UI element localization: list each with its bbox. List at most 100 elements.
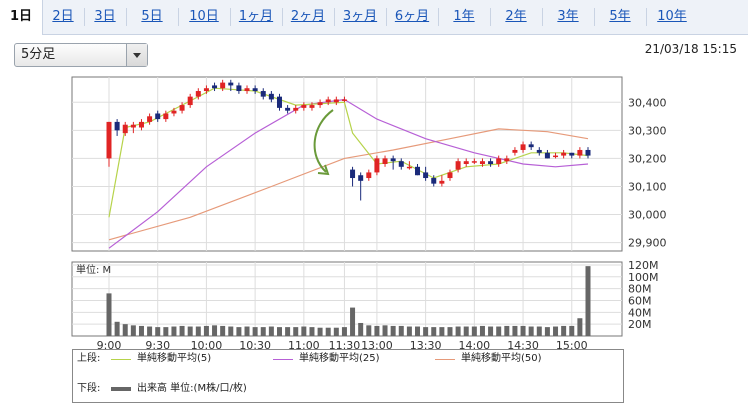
volume-bar (561, 325, 567, 336)
tab-9[interactable]: 6ヶ月 (394, 9, 430, 24)
candle-body (293, 107, 299, 111)
candle-body (285, 107, 291, 111)
volume-plot-frame (71, 261, 623, 337)
tab-separator (126, 8, 127, 26)
candle-body (147, 116, 153, 122)
tab-13[interactable]: 5年 (609, 9, 631, 24)
tab-separator (84, 8, 85, 26)
volume-bar (187, 326, 193, 336)
tab-14[interactable]: 10年 (657, 9, 687, 24)
candle-body (536, 149, 542, 153)
chevron-down-icon[interactable] (126, 44, 147, 66)
trend-arrow-head (317, 164, 330, 176)
candle-body (260, 91, 266, 97)
tab-10[interactable]: 1年 (453, 9, 475, 24)
volume-bar (496, 326, 502, 336)
volume-bar (325, 327, 331, 336)
ma-line-ma50 (108, 128, 589, 241)
volume-bar (471, 326, 477, 336)
volume-bar (293, 327, 299, 336)
legend-volume-label: 出来高 単位:(M株/口/枚) (137, 383, 247, 394)
candle-body (187, 96, 193, 106)
candle-body (114, 121, 120, 131)
tab-separator (230, 8, 231, 26)
candle-body (212, 85, 218, 89)
volume-bar (333, 327, 339, 336)
volume-bar (374, 325, 380, 336)
volume-bar (114, 321, 120, 336)
tab-5[interactable]: 10日 (189, 9, 219, 24)
candle-body (130, 124, 136, 128)
volume-bar (398, 325, 404, 336)
volume-bar (431, 327, 437, 336)
candle-body (244, 88, 250, 92)
volume-tick-label: 120M (628, 259, 659, 272)
price-tick-label: 30,200 (628, 152, 667, 165)
volume-bar (455, 326, 461, 336)
volume-bar (544, 327, 550, 336)
volume-bar (479, 325, 485, 336)
volume-tick-label: 20M (628, 318, 652, 331)
volume-bar (163, 327, 169, 336)
candle-body (423, 172, 429, 179)
candle-body (203, 88, 209, 92)
tab-8[interactable]: 3ヶ月 (342, 9, 378, 24)
candle-body (341, 99, 347, 101)
candle-body (471, 161, 477, 163)
candle-body (236, 85, 242, 92)
candle-body (406, 166, 412, 169)
tab-4[interactable]: 5日 (141, 9, 163, 24)
candle-body (561, 152, 567, 156)
candle-body (512, 149, 518, 153)
volume-bar (252, 327, 258, 336)
volume-bar (138, 325, 144, 336)
tab-7[interactable]: 2ヶ月 (290, 9, 326, 24)
volume-bar (447, 327, 453, 336)
tab-separator (646, 8, 647, 26)
volume-unit-label: 単位: M (76, 263, 111, 276)
candle-body (228, 82, 234, 86)
volume-bar (220, 325, 226, 336)
volume-bar (585, 266, 591, 336)
candle-body (447, 172, 453, 179)
candle-body (415, 166, 421, 176)
volume-bar (569, 325, 575, 336)
volume-bar (171, 326, 177, 336)
volume-bar (358, 322, 364, 336)
candle-body (195, 91, 201, 97)
volume-bar (463, 326, 469, 336)
trend-arrow (313, 109, 334, 173)
volume-tick-label: 100M (628, 271, 659, 284)
price-plot-frame (71, 76, 623, 252)
volume-bar (122, 324, 128, 336)
candle-body (520, 144, 526, 150)
candle-body (268, 93, 274, 100)
legend-ma5-swatch (111, 352, 131, 366)
candle-body (350, 169, 356, 179)
tab-12[interactable]: 3年 (557, 9, 579, 24)
tab-11[interactable]: 2年 (505, 9, 527, 24)
legend-ma50-label: 単純移動平均(50) (461, 353, 542, 364)
interval-select[interactable]: 5分足 (14, 43, 148, 67)
ma-line-ma5 (108, 87, 589, 218)
legend-ma50-swatch (435, 352, 455, 366)
candle-body (577, 149, 583, 156)
tab-1[interactable]: 1日 (0, 0, 43, 35)
tab-6[interactable]: 1ヶ月 (238, 9, 274, 24)
price-tick-label: 30,300 (628, 124, 667, 137)
timestamp: 21/03/18 15:15 (644, 42, 737, 56)
tab-2[interactable]: 2日 (52, 9, 74, 24)
tab-separator (438, 8, 439, 26)
candle-body (528, 144, 534, 148)
candle-body (390, 158, 396, 162)
volume-tick-label: 80M (628, 283, 652, 296)
price-tick-label: 30,100 (628, 180, 667, 193)
volume-bar (309, 327, 315, 336)
tab-separator (334, 8, 335, 26)
tab-3[interactable]: 3日 (94, 9, 116, 24)
price-tick-label: 30,400 (628, 96, 667, 109)
volume-bar (366, 325, 372, 336)
volume-bar (212, 325, 218, 336)
tab-separator (386, 8, 387, 26)
volume-bar (520, 325, 526, 336)
